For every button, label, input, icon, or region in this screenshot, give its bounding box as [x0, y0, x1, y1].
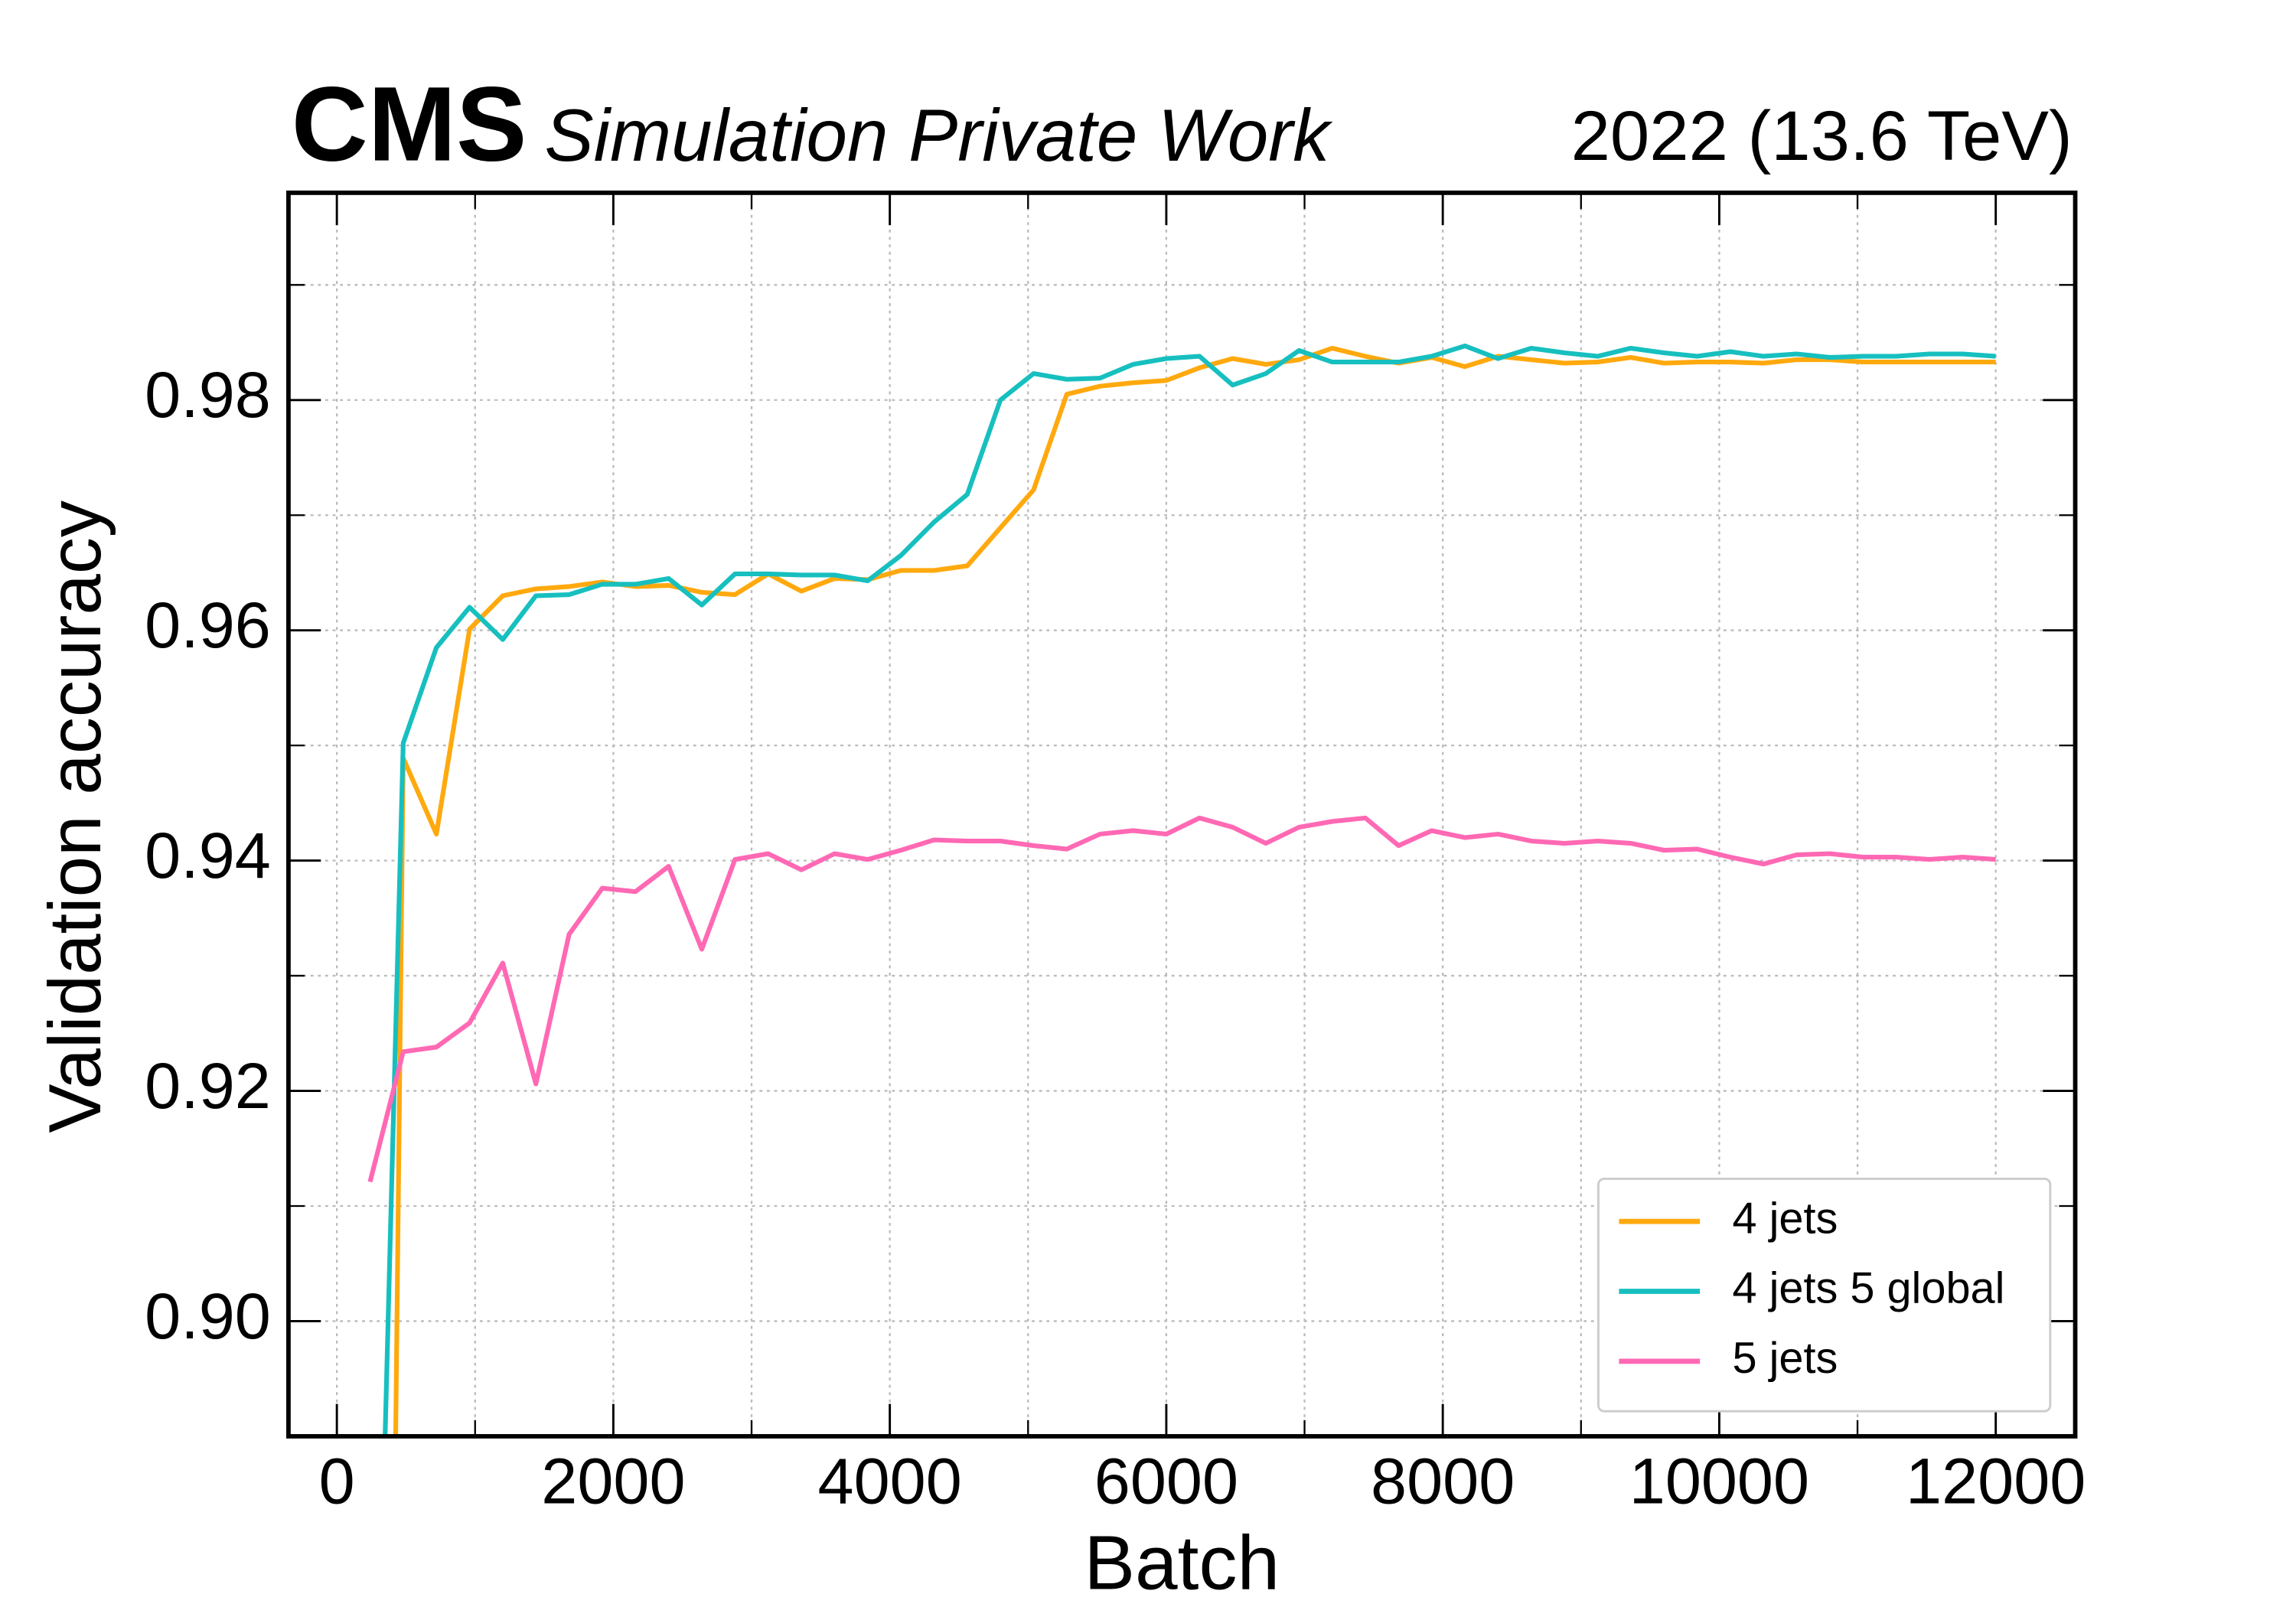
series-line	[393, 345, 1996, 1436]
chart-subtitle: Simulation Private Work	[545, 95, 1334, 177]
y-tick-label: 0.94	[145, 819, 271, 892]
chart-title: CMS	[292, 66, 527, 184]
y-tick-label: 0.96	[145, 588, 271, 661]
x-tick-label: 2000	[541, 1445, 685, 1517]
legend-box	[1597, 1177, 2052, 1413]
grid	[288, 192, 2076, 1436]
y-tick-label: 0.92	[145, 1049, 271, 1122]
x-tick-label: 6000	[1094, 1445, 1238, 1517]
legend: 4 jets 4 jets 5 global 5 jets	[1597, 1177, 2052, 1413]
x-tick-label: 4000	[818, 1445, 962, 1517]
x-tick-label: 8000	[1371, 1445, 1515, 1517]
energy-label: 2022 (13.6 TeV)	[1571, 96, 2073, 175]
legend-label: 5 jets	[1732, 1334, 1838, 1383]
y-tick-label: 0.90	[145, 1279, 271, 1352]
legend-label: 4 jets 5 global	[1732, 1264, 2004, 1313]
x-axis-label: Batch	[1084, 1520, 1280, 1605]
series-line	[367, 815, 1996, 1183]
plot-lines	[367, 343, 1996, 1436]
ticks: 0 2000 4000 6000 8000 10000 12000 0.90 0.92 0.94 0…	[145, 192, 2086, 1517]
series-line	[383, 343, 1996, 1436]
x-tick-label: 10000	[1629, 1445, 1809, 1517]
legend-label: 4 jets	[1732, 1194, 1838, 1243]
y-axis-label: Validation accuracy	[34, 500, 116, 1133]
y-tick-label: 0.98	[145, 358, 271, 431]
x-tick-label: 12000	[1906, 1445, 2086, 1517]
x-tick-label: 0	[319, 1445, 355, 1517]
plot-frame	[286, 191, 2078, 1439]
